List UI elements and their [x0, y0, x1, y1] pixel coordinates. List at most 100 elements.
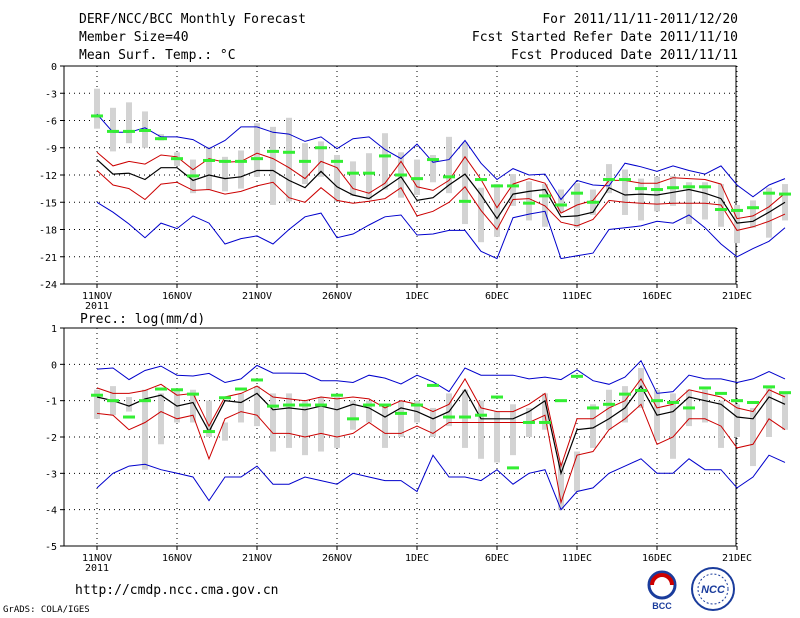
series-line-mean [96, 159, 786, 224]
ensemble-box [510, 404, 516, 456]
x-year-label: 2011 [85, 301, 109, 312]
ensemble-box [206, 400, 212, 437]
observed-marker [267, 404, 279, 408]
y-tick-label: 0 [51, 360, 57, 371]
ensemble-box [750, 407, 756, 467]
ensemble-box [270, 393, 276, 452]
grads-credit: GrADS: COLA/IGES [3, 605, 90, 615]
observed-marker [523, 201, 535, 205]
ensemble-box [766, 386, 772, 437]
x-tick-label: 16DEC [642, 553, 672, 564]
chart-title: DERF/NCC/BCC Monthly Forecast [79, 12, 306, 27]
observed-marker [667, 186, 679, 190]
x-tick-label: 11NOV [82, 291, 112, 302]
observed-marker [155, 137, 167, 141]
ensemble-box [110, 107, 116, 152]
observed-marker [347, 171, 359, 175]
observed-marker [123, 415, 135, 419]
bcc-logo: BCC [647, 570, 677, 611]
observed-marker [587, 200, 599, 204]
ensemble-box [494, 184, 500, 237]
series-line-max [96, 113, 786, 201]
panel-title: Prec.: log(mm/d) [80, 312, 205, 327]
observed-marker [491, 184, 503, 188]
observed-marker [763, 191, 775, 195]
ensemble-box [190, 389, 196, 423]
x-tick-label: 11DEC [562, 291, 592, 302]
ensemble-box [286, 117, 292, 202]
ensemble-box [142, 389, 148, 470]
variable-label: Mean Surf. Temp.: °C [79, 48, 236, 63]
x-tick-label: 6DEC [485, 291, 509, 302]
ensemble-box [94, 389, 100, 419]
observed-marker [555, 399, 567, 403]
ensemble-box [318, 141, 324, 177]
ensemble-box [702, 182, 708, 220]
ensemble-box [558, 189, 564, 213]
observed-marker [427, 158, 439, 162]
observed-marker [539, 420, 551, 424]
observed-marker [91, 393, 103, 397]
start-date: Fcst Started Refer Date 2011/11/10 [471, 30, 738, 45]
observed-marker [219, 396, 231, 400]
ensemble-box [366, 153, 372, 200]
ensemble-box [654, 176, 660, 212]
x-tick-label: 6DEC [485, 553, 509, 564]
observed-marker [475, 178, 487, 182]
ensemble-box [350, 161, 356, 196]
observed-marker [347, 417, 359, 421]
ensemble-box [350, 400, 356, 430]
observed-marker [299, 159, 311, 163]
observed-marker [187, 174, 199, 178]
forecast-period: For 2011/11/11-2011/12/20 [542, 12, 738, 27]
observed-marker [411, 177, 423, 181]
observed-marker [219, 159, 231, 163]
x-tick-label: 16NOV [162, 553, 192, 564]
ensemble-box [334, 397, 340, 448]
y-tick-label: -4 [45, 506, 57, 517]
ensemble-box [446, 393, 452, 427]
x-year-label: 2011 [85, 563, 109, 574]
ensemble-box [478, 400, 484, 459]
y-tick-label: -24 [39, 280, 57, 291]
observed-marker [731, 208, 743, 212]
ensemble-box [622, 169, 628, 215]
series-line-max [96, 359, 786, 394]
observed-marker [251, 157, 263, 161]
observed-marker [779, 391, 791, 395]
observed-marker [635, 388, 647, 392]
observed-marker [395, 173, 407, 177]
ensemble-box [558, 462, 564, 510]
y-tick-label: -15 [39, 198, 57, 209]
ensemble-box [238, 393, 244, 423]
ensemble-box [286, 393, 292, 448]
ensemble-box [526, 181, 532, 221]
observed-marker [731, 399, 743, 403]
observed-marker [427, 383, 439, 387]
x-tick-label: 21DEC [722, 291, 752, 302]
ensemble-box [302, 143, 308, 185]
source-url[interactable]: http://cmdp.ncc.cma.gov.cn [75, 583, 279, 598]
ensemble-box [462, 389, 468, 448]
ensemble-box [782, 184, 788, 221]
observed-marker [267, 149, 279, 153]
ensemble-box [302, 400, 308, 456]
observed-marker [603, 402, 615, 406]
ensemble-box [334, 155, 340, 202]
observed-marker [603, 178, 615, 182]
observed-marker [683, 185, 695, 189]
observed-marker [315, 146, 327, 150]
member-size: Member Size=40 [79, 30, 189, 45]
y-tick-label: -21 [39, 253, 57, 264]
observed-marker [619, 392, 631, 396]
observed-marker [571, 374, 583, 378]
x-tick-label: 21NOV [242, 553, 272, 564]
observed-marker [443, 175, 455, 179]
y-tick-label: -6 [45, 117, 57, 128]
observed-marker [683, 406, 695, 410]
ensemble-box [318, 397, 324, 452]
observed-marker [635, 187, 647, 191]
y-tick-label: -3 [45, 469, 57, 480]
ensemble-box [670, 175, 676, 206]
